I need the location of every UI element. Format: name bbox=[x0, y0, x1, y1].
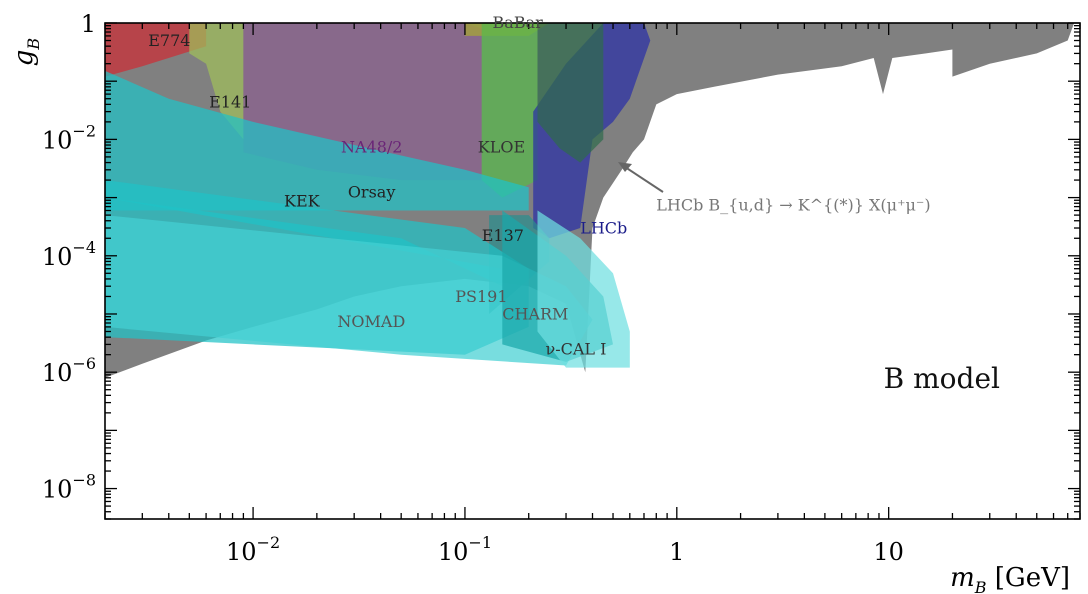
y-tick-label: 10−8 bbox=[42, 471, 96, 504]
x-tick-label: 10−1 bbox=[438, 533, 492, 566]
region-label-babar: BaBar bbox=[493, 13, 544, 32]
region-labels: E774 E141 BaBar NA48/2 KLOE KEK Orsay E137 LHCb P… bbox=[148, 13, 930, 359]
x-tick-label: 1 bbox=[669, 538, 684, 566]
data-regions bbox=[105, 23, 1075, 378]
y-tick-label: 1 bbox=[81, 10, 96, 38]
region-label-charm: CHARM bbox=[502, 305, 568, 324]
region-label-ps191: PS191 bbox=[455, 287, 507, 306]
model-annotation: B model bbox=[884, 362, 1000, 395]
region-label-na48-2: NA48/2 bbox=[341, 137, 402, 156]
region-label-cal-i: ν-CAL I bbox=[545, 340, 606, 359]
region-label-nomad: NOMAD bbox=[337, 312, 405, 331]
region-e774 bbox=[105, 23, 207, 77]
plot-frame bbox=[104, 22, 1081, 520]
region-label-lhcb-b-u-d-k-x: LHCb B_{u,d} → K^{(*)} X(μ⁺μ⁻) bbox=[656, 195, 930, 214]
lhcb-arrowhead bbox=[618, 162, 632, 172]
x-axis-label: mB [GeV] bbox=[950, 563, 1070, 594]
region-label-kloe: KLOE bbox=[478, 137, 525, 156]
axis-ticks bbox=[104, 22, 1081, 520]
region-cal-i bbox=[537, 210, 630, 368]
lhcb-arrow bbox=[621, 164, 664, 193]
y-tick-label: 10−2 bbox=[42, 121, 96, 154]
region-lhcb-green bbox=[537, 23, 604, 163]
region-label-orsay: Orsay bbox=[348, 183, 396, 202]
region-label-e774: E774 bbox=[148, 31, 190, 50]
y-tick-label: 10−4 bbox=[42, 238, 96, 271]
x-tick-label: 10−2 bbox=[226, 533, 280, 566]
annotations: gB mB [GeV] B model bbox=[9, 38, 1070, 594]
x-tick-label: 10 bbox=[873, 538, 904, 566]
region-e141 bbox=[189, 23, 244, 140]
y-axis-label: gB bbox=[9, 38, 43, 67]
region-label-e141: E141 bbox=[209, 93, 251, 112]
y-tick-label: 10−6 bbox=[42, 354, 96, 387]
region-kloe bbox=[481, 23, 538, 198]
region-label-lhcb: LHCb bbox=[580, 219, 627, 238]
region-kek bbox=[105, 70, 529, 211]
region-label-kek: KEK bbox=[284, 192, 321, 211]
region-label-e137: E137 bbox=[482, 226, 524, 245]
region-ps191 bbox=[105, 215, 593, 366]
